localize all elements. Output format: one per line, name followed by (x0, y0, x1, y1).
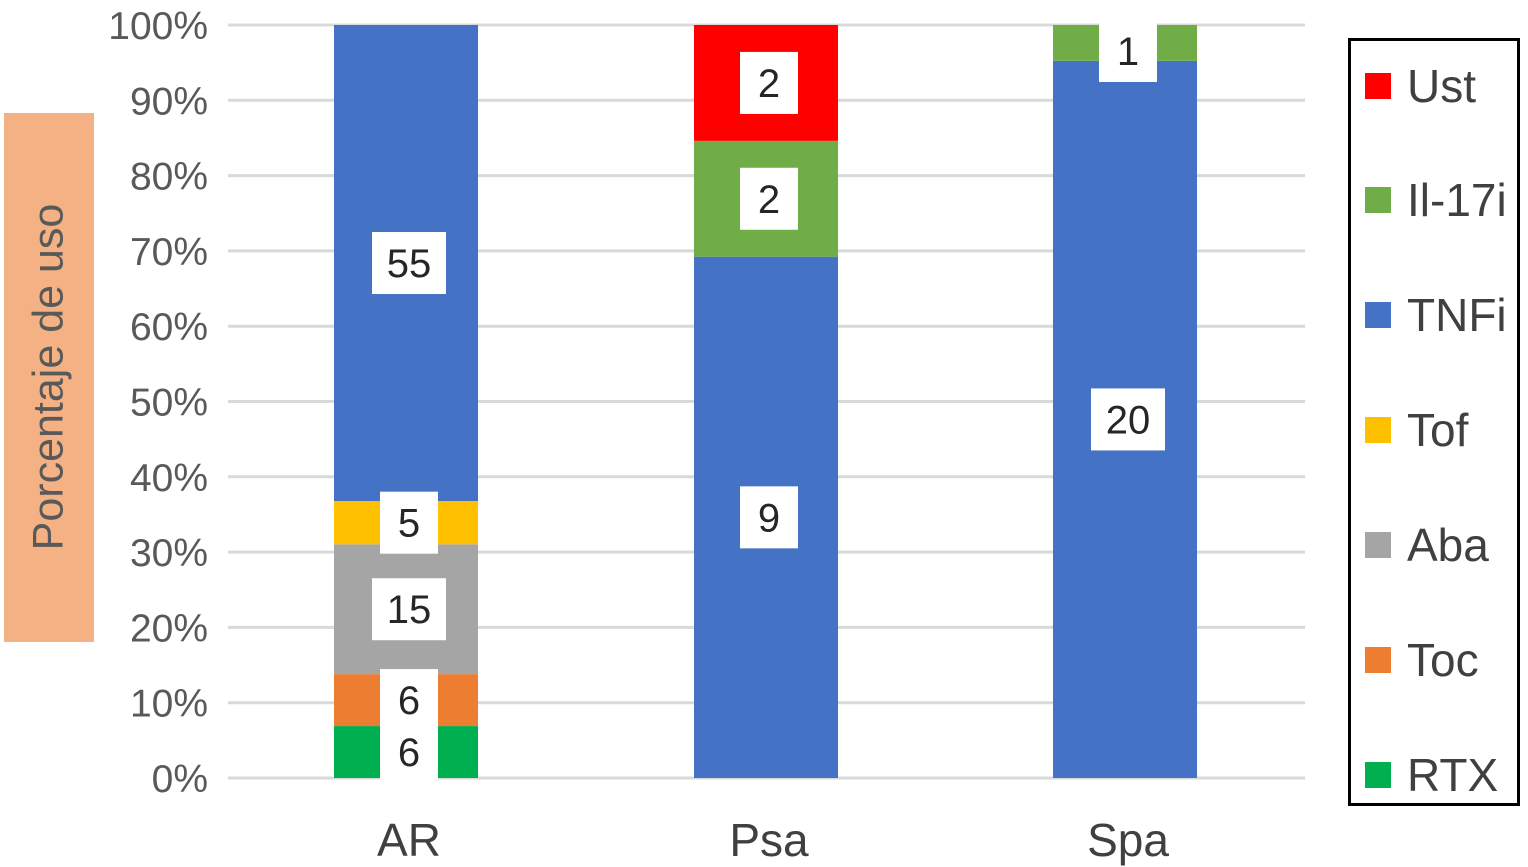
data-label: 6 (398, 679, 420, 723)
legend-label: Il-17i (1407, 174, 1507, 226)
legend-label: Aba (1407, 519, 1489, 571)
legend-swatch (1365, 73, 1391, 99)
data-label-box (740, 167, 798, 230)
x-tick-label: Psa (729, 814, 809, 866)
data-label-box (372, 578, 446, 641)
data-label-box (380, 669, 438, 732)
y-tick-label: 50% (130, 382, 208, 425)
legend-label: TNFi (1407, 289, 1507, 341)
y-tick-label: 20% (130, 607, 208, 650)
y-tick-label: 100% (108, 5, 208, 48)
legend-item: Il-17i (1365, 172, 1507, 228)
y-axis-label-box (4, 113, 94, 642)
data-label: 9 (758, 496, 780, 540)
data-label: 20 (1106, 398, 1151, 442)
data-label-box (380, 491, 438, 554)
y-tick-label: 90% (130, 80, 208, 123)
legend-label: Ust (1407, 60, 1476, 112)
data-label-box (740, 51, 798, 114)
legend-swatch (1365, 417, 1391, 443)
data-label: 5 (398, 502, 420, 546)
data-label-box (740, 486, 798, 549)
legend-item: Aba (1365, 517, 1489, 573)
x-tick-label: Spa (1087, 814, 1169, 866)
legend-item: RTX (1365, 747, 1498, 803)
data-label-box (380, 721, 438, 784)
data-label-box (1099, 20, 1157, 82)
data-label: 2 (758, 62, 780, 106)
y-tick-label: 80% (130, 156, 208, 199)
data-label: 1 (1117, 30, 1139, 74)
y-tick-label: 0% (152, 758, 208, 801)
y-tick-label: 40% (130, 457, 208, 500)
legend-item: Toc (1365, 632, 1479, 688)
legend-label: RTX (1407, 749, 1499, 801)
y-tick-label: 70% (130, 231, 208, 274)
legend-swatch (1365, 647, 1391, 673)
y-tick-label: 60% (130, 306, 208, 349)
legend-item: Ust (1365, 58, 1476, 114)
legend-swatch (1365, 762, 1391, 788)
data-label: 2 (758, 178, 780, 222)
x-tick-label: AR (377, 814, 441, 866)
data-label: 55 (387, 242, 432, 286)
legend-swatch (1365, 532, 1391, 558)
legend-item: Tof (1365, 402, 1468, 458)
legend-label: Tof (1407, 404, 1469, 456)
legend-swatch (1365, 187, 1391, 213)
legend-label: Toc (1407, 634, 1479, 686)
legend-swatch (1365, 302, 1391, 328)
y-tick-label: 10% (130, 683, 208, 726)
data-label: 15 (387, 588, 432, 632)
legend: Ust Il-17i TNFi Tof Aba Toc RTX (1348, 38, 1520, 806)
y-tick-label: 30% (130, 532, 208, 575)
data-label: 6 (398, 731, 420, 775)
data-label-box (372, 232, 446, 295)
data-label-box (1091, 388, 1165, 451)
legend-item: TNFi (1365, 287, 1507, 343)
